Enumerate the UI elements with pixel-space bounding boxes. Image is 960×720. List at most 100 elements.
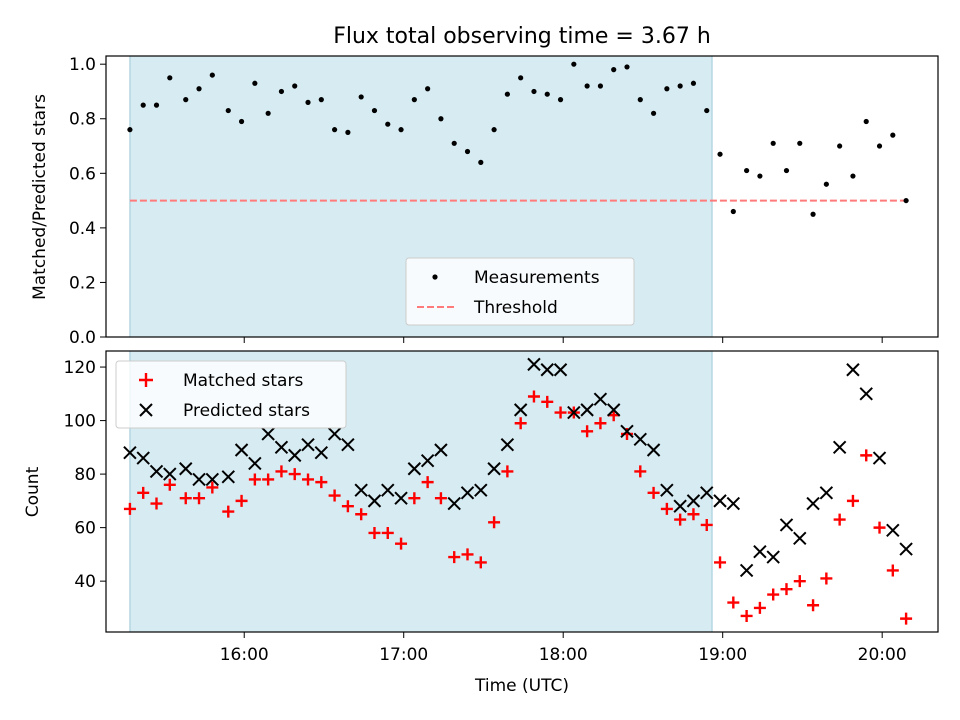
predicted-star-point (434, 443, 448, 457)
predicted-star-point (606, 403, 621, 417)
matched-star-point (873, 521, 886, 534)
measurement-point (650, 110, 657, 116)
measurement-point (183, 97, 189, 103)
legend-matched-label: Matched stars (183, 371, 303, 391)
legend-measurements-label: Measurements (474, 268, 600, 288)
measurement-point (837, 143, 843, 149)
measurement-point (318, 97, 324, 103)
matched-star-point (700, 518, 713, 531)
bottom-legend: Matched stars Predicted stars (115, 360, 347, 429)
bot-y-tick-label: 80 (74, 465, 96, 485)
legend-predicted-marker (139, 403, 153, 417)
measurement-point (451, 140, 457, 146)
bottom-y-axis-label: Count (23, 466, 43, 517)
matched-star-point (900, 612, 913, 625)
predicted-star-point (660, 483, 674, 497)
predicted-star-point (899, 542, 913, 556)
predicted-star-point (163, 467, 177, 481)
measurement-point (278, 88, 285, 95)
measurement-point (677, 83, 683, 89)
predicted-star-point (553, 363, 568, 377)
predicted-star-point (620, 424, 634, 438)
matched-star-point (123, 502, 136, 515)
top-y-tick-label: 1.0 (69, 55, 96, 75)
matched-star-point (780, 583, 793, 596)
matched-star-point (315, 476, 328, 489)
measurement-point (544, 91, 550, 97)
matched-star-point (514, 417, 527, 430)
matched-star-point (488, 516, 501, 529)
top-y-tick-label: 0.8 (69, 110, 96, 130)
measurement-point (664, 86, 670, 92)
chart-title: Flux total observing time = 3.67 h (333, 24, 711, 49)
predicted-star-point (872, 451, 887, 465)
predicted-star-point (447, 496, 461, 511)
predicted-star-point (567, 405, 581, 420)
measurement-point (478, 159, 484, 165)
measurement-point (305, 99, 311, 105)
top-y-tick-label: 0.6 (69, 164, 96, 184)
measurement-point (438, 116, 444, 122)
matched-star-point (302, 473, 315, 486)
measurement-point (557, 97, 564, 103)
measurement-point (252, 80, 258, 86)
measurement-point (332, 127, 338, 133)
measurement-point (704, 107, 710, 114)
predicted-star-point (314, 445, 329, 460)
measurement-point (518, 75, 524, 81)
matched-star-point (355, 508, 368, 521)
predicted-star-point (136, 451, 150, 465)
predicted-star-point (288, 448, 302, 463)
matched-star-point (193, 492, 206, 505)
matched-star-point (833, 513, 846, 526)
matched-star-point (448, 551, 461, 564)
predicted-star-point (381, 483, 395, 497)
predicted-star-point (123, 445, 137, 460)
predicted-star-point (700, 486, 714, 500)
measurement-point (531, 88, 537, 95)
measurement-point (690, 80, 697, 86)
measurement-point (127, 127, 133, 133)
matched-star-point (687, 508, 700, 521)
predicted-star-point (205, 472, 220, 487)
predicted-star-point (221, 470, 235, 484)
predicted-star-point (859, 387, 873, 401)
bottom-plot-frame (105, 350, 939, 633)
bot-y-tick-label: 120 (64, 358, 96, 378)
matched-star-point (150, 497, 163, 510)
matched-star-point (541, 395, 554, 408)
matched-star-point (634, 465, 647, 478)
predicted-star-point (646, 443, 661, 457)
matched-star-point (714, 556, 727, 569)
matched-star-point (381, 526, 394, 539)
matched-star-point (554, 406, 567, 419)
measurement-point (464, 148, 471, 155)
matched-star-point (647, 486, 660, 499)
measurement-point (757, 173, 763, 179)
predicted-star-point (753, 545, 767, 559)
predicted-star-point (500, 437, 515, 452)
predicted-star-point (149, 464, 164, 479)
matched-star-point (727, 596, 740, 609)
predicted-star-point (580, 403, 594, 417)
predicted-star-point (886, 523, 900, 538)
predicted-star-point (327, 427, 342, 441)
predicted-star-point (593, 392, 608, 406)
measurement-point (371, 107, 378, 114)
matched-star-point (206, 481, 219, 494)
matched-star-point (434, 492, 447, 505)
matched-star-point (807, 599, 820, 612)
matched-star-point (288, 468, 301, 481)
predicted-star-point (540, 363, 554, 377)
measurement-point (611, 67, 617, 73)
matched-star-point (421, 476, 434, 489)
predicted-star-point (234, 443, 249, 457)
x-axis-label: Time (UTC) (474, 676, 569, 696)
matched-star-point (674, 513, 687, 526)
matched-star-point (767, 588, 780, 601)
measurement-point (876, 143, 883, 149)
matched-star-point (368, 526, 381, 539)
predicted-star-point (686, 494, 701, 508)
predicted-star-point (179, 462, 193, 476)
